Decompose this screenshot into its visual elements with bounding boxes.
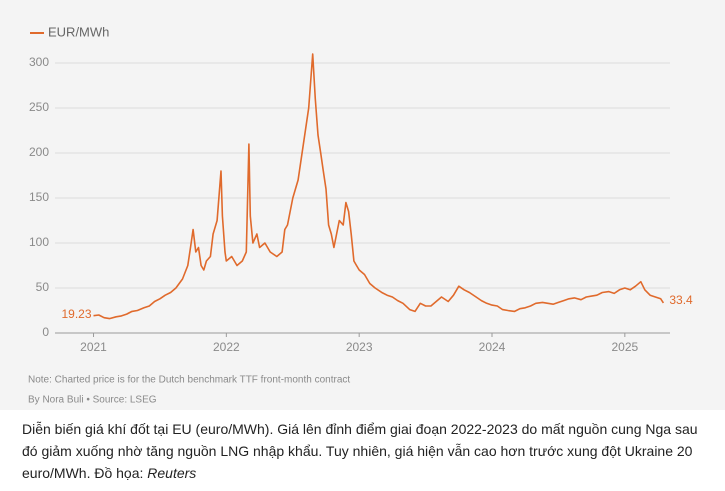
- y-tick-label: 250: [29, 100, 49, 114]
- y-tick-label: 300: [29, 55, 49, 69]
- y-tick-label: 0: [42, 325, 49, 339]
- y-tick-label: 100: [29, 235, 49, 249]
- caption: Diễn biến giá khí đốt tại EU (euro/MWh).…: [22, 418, 702, 484]
- end-value-label: 33.4: [669, 293, 693, 307]
- caption-text: Diễn biến giá khí đốt tại EU (euro/MWh).…: [22, 421, 698, 481]
- chart-byline: By Nora Buli • Source: LSEG: [28, 395, 157, 406]
- y-tick-label: 200: [29, 145, 49, 159]
- x-tick-label: 2022: [213, 340, 240, 354]
- chart: EUR/MWh Note: Charted price is for the D…: [0, 0, 725, 410]
- legend-label: EUR/MWh: [48, 24, 109, 39]
- start-value-label: 19.23: [61, 307, 91, 321]
- x-tick-label: 2021: [80, 340, 107, 354]
- y-tick-label: 50: [36, 280, 50, 294]
- line-series: [93, 53, 665, 320]
- y-tick-label: 150: [29, 190, 49, 204]
- x-tick-label: 2024: [479, 340, 506, 354]
- x-tick-label: 2023: [346, 340, 373, 354]
- caption-source: Reuters: [147, 465, 197, 481]
- chart-note: Note: Charted price is for the Dutch ben…: [28, 375, 350, 386]
- x-tick-label: 2025: [611, 340, 638, 354]
